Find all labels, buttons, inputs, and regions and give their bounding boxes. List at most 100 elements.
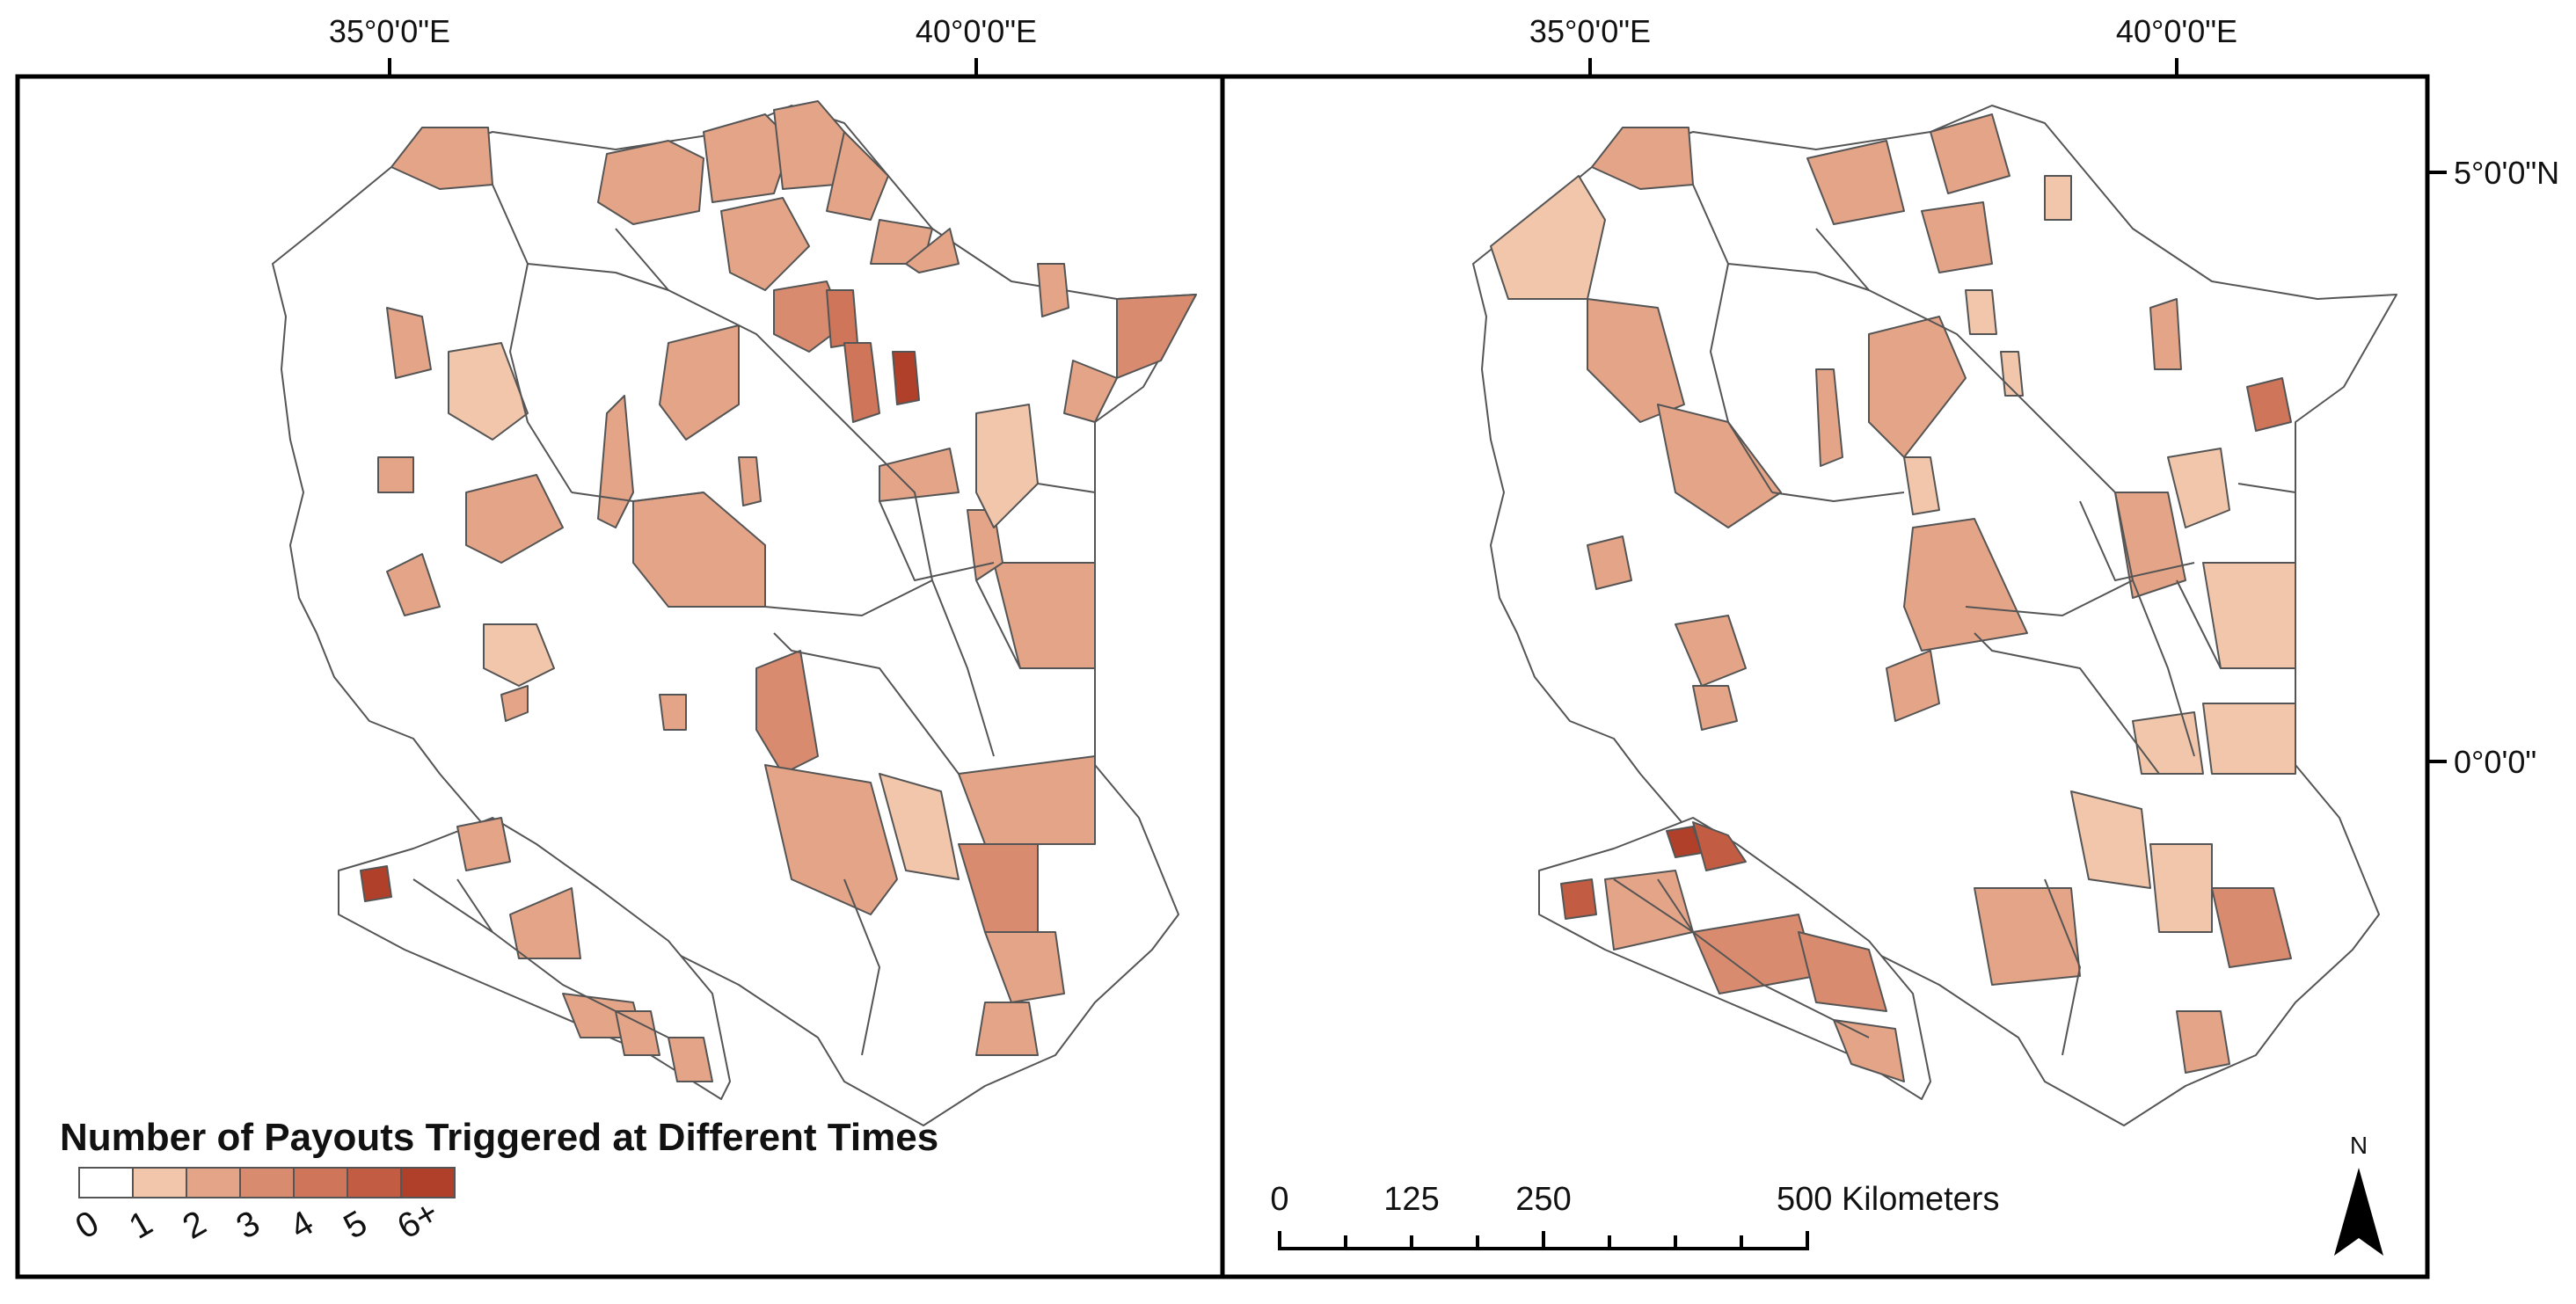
scale-label-500: 500 Kilometers: [1777, 1181, 1999, 1218]
left-district-west-8: [659, 694, 687, 731]
legend-swatch-2: [186, 1167, 241, 1198]
right-district-coast-1: [2211, 887, 2292, 968]
left-district-lake-1: [360, 865, 392, 902]
left-district-west-3: [377, 456, 414, 493]
right-district-north-1: [1806, 140, 1905, 225]
left-district-east-6: [879, 448, 960, 502]
left-district-central-3: [597, 395, 634, 528]
right-district-north-4: [2044, 175, 2072, 221]
scale-label-125: 125: [1383, 1181, 1439, 1218]
left-district-central-1: [659, 324, 740, 441]
lon-label-left-35: 35°0'0"E: [329, 13, 450, 49]
right-district-nw-4: [1657, 404, 1782, 528]
legend-swatch-3: [239, 1167, 295, 1198]
right-district-west-3: [1692, 685, 1738, 731]
left-map: [272, 100, 1197, 1126]
legend-label-6plus: 6+: [391, 1193, 445, 1247]
lon-label-right-35: 35°0'0"E: [1529, 13, 1651, 49]
left-district-coast-1: [984, 931, 1065, 1003]
scale-bar: 0 125 250 500 Kilometers: [1270, 1181, 1999, 1250]
right-district-central-2: [1903, 518, 2028, 652]
right-district-south-2: [2070, 790, 2151, 889]
legend-label-3: 3: [230, 1204, 266, 1247]
left-district-north-11: [905, 228, 960, 273]
legend-swatch-4: [293, 1167, 348, 1198]
north-arrow-label: N: [2350, 1132, 2368, 1159]
legend-label-2: 2: [177, 1204, 213, 1247]
left-district-lake-5: [668, 1037, 713, 1082]
right-district-central-4: [1815, 368, 1843, 467]
left-district-lake-2: [456, 817, 511, 871]
legend-label-5: 5: [338, 1204, 374, 1247]
right-district-lake-3: [1560, 878, 1597, 920]
left-district-west-2: [448, 342, 529, 441]
left-district-rift-1: [755, 650, 819, 775]
legend-title: Number of Payouts Triggered at Different…: [60, 1116, 938, 1159]
legend: Number of Payouts Triggered at Different…: [60, 1116, 938, 1247]
left-district-lake-3: [509, 887, 581, 959]
left-district-west-5: [386, 553, 441, 616]
right-district-coast-2: [2176, 1010, 2230, 1074]
lon-label-right-40: 40°0'0"E: [2116, 13, 2237, 49]
left-district-north-8: [843, 342, 880, 423]
legend-swatches: [78, 1167, 456, 1198]
left-district-ne-2: [1116, 294, 1197, 379]
left-district-ne-3: [1063, 360, 1118, 423]
left-district-central-4: [738, 456, 762, 506]
right-district-ne-1: [2246, 377, 2292, 432]
right-district-east-4: [2114, 492, 2186, 599]
legend-swatch-0: [78, 1167, 134, 1198]
right-district-lake-2: [1692, 821, 1747, 871]
left-district-north-1: [597, 140, 704, 225]
left-district-west-7: [500, 685, 529, 722]
right-district-west-4: [1886, 650, 1940, 722]
legend-swatch-5: [347, 1167, 402, 1198]
right-district-west-2: [1675, 615, 1747, 687]
scale-label-0: 0: [1270, 1181, 1288, 1218]
right-map-frame: [1220, 74, 2430, 1279]
right-district-south-1: [1974, 887, 2081, 986]
lat-label-5n: 5°0'0"N: [2454, 155, 2559, 191]
lat-label-equator: 0°0'0": [2454, 744, 2536, 780]
left-district-east-5: [975, 404, 1039, 528]
left-district-west-6: [483, 623, 555, 687]
legend-label-1: 1: [123, 1204, 159, 1247]
left-map-internal-boundaries: [412, 184, 1096, 1056]
legend-swatch-6plus: [400, 1167, 456, 1198]
left-district-north-9: [892, 351, 920, 405]
right-district-north-3: [1921, 201, 1993, 273]
left-district-lake-6: [615, 1010, 660, 1056]
right-map: [1472, 105, 2397, 1126]
right-district-east-2: [2202, 703, 2296, 775]
right-district-central-3: [1903, 456, 1940, 515]
left-district-north-7: [826, 289, 858, 348]
right-district-nw-2: [1490, 175, 1606, 300]
legend-label-0: 0: [69, 1204, 106, 1247]
legend-label-4: 4: [284, 1204, 320, 1247]
north-arrow-icon: [2334, 1168, 2383, 1256]
left-district-rift-3: [879, 773, 960, 880]
left-district-rift-2: [764, 764, 898, 915]
right-district-north-5: [1965, 289, 1997, 335]
legend-swatch-1: [132, 1167, 187, 1198]
left-district-west-1: [386, 307, 432, 379]
right-district-south-3: [2149, 843, 2213, 933]
north-arrow: N: [2334, 1132, 2383, 1256]
graticule-labels: 35°0'0"E 40°0'0"E 35°0'0"E 40°0'0"E 5°0'…: [329, 13, 2559, 780]
left-district-west-4: [465, 474, 564, 564]
left-district-nw-top: [390, 127, 493, 190]
right-district-ne-2: [2149, 298, 2182, 370]
right-district-lake-7: [1833, 1019, 1905, 1082]
left-district-coast-2: [975, 1002, 1039, 1056]
lon-label-left-40: 40°0'0"E: [916, 13, 1037, 49]
graticule-ticks: [388, 58, 2447, 763]
left-district-east-1: [958, 755, 1096, 845]
right-map-internal-boundaries: [1613, 184, 2296, 1056]
left-district-ne-1: [1037, 263, 1069, 317]
right-district-nw-top: [1591, 127, 1694, 190]
left-district-north-4: [826, 131, 889, 221]
left-district-north-5: [720, 197, 810, 291]
right-district-north-2: [1930, 113, 2010, 194]
right-district-east-3: [2132, 711, 2204, 775]
